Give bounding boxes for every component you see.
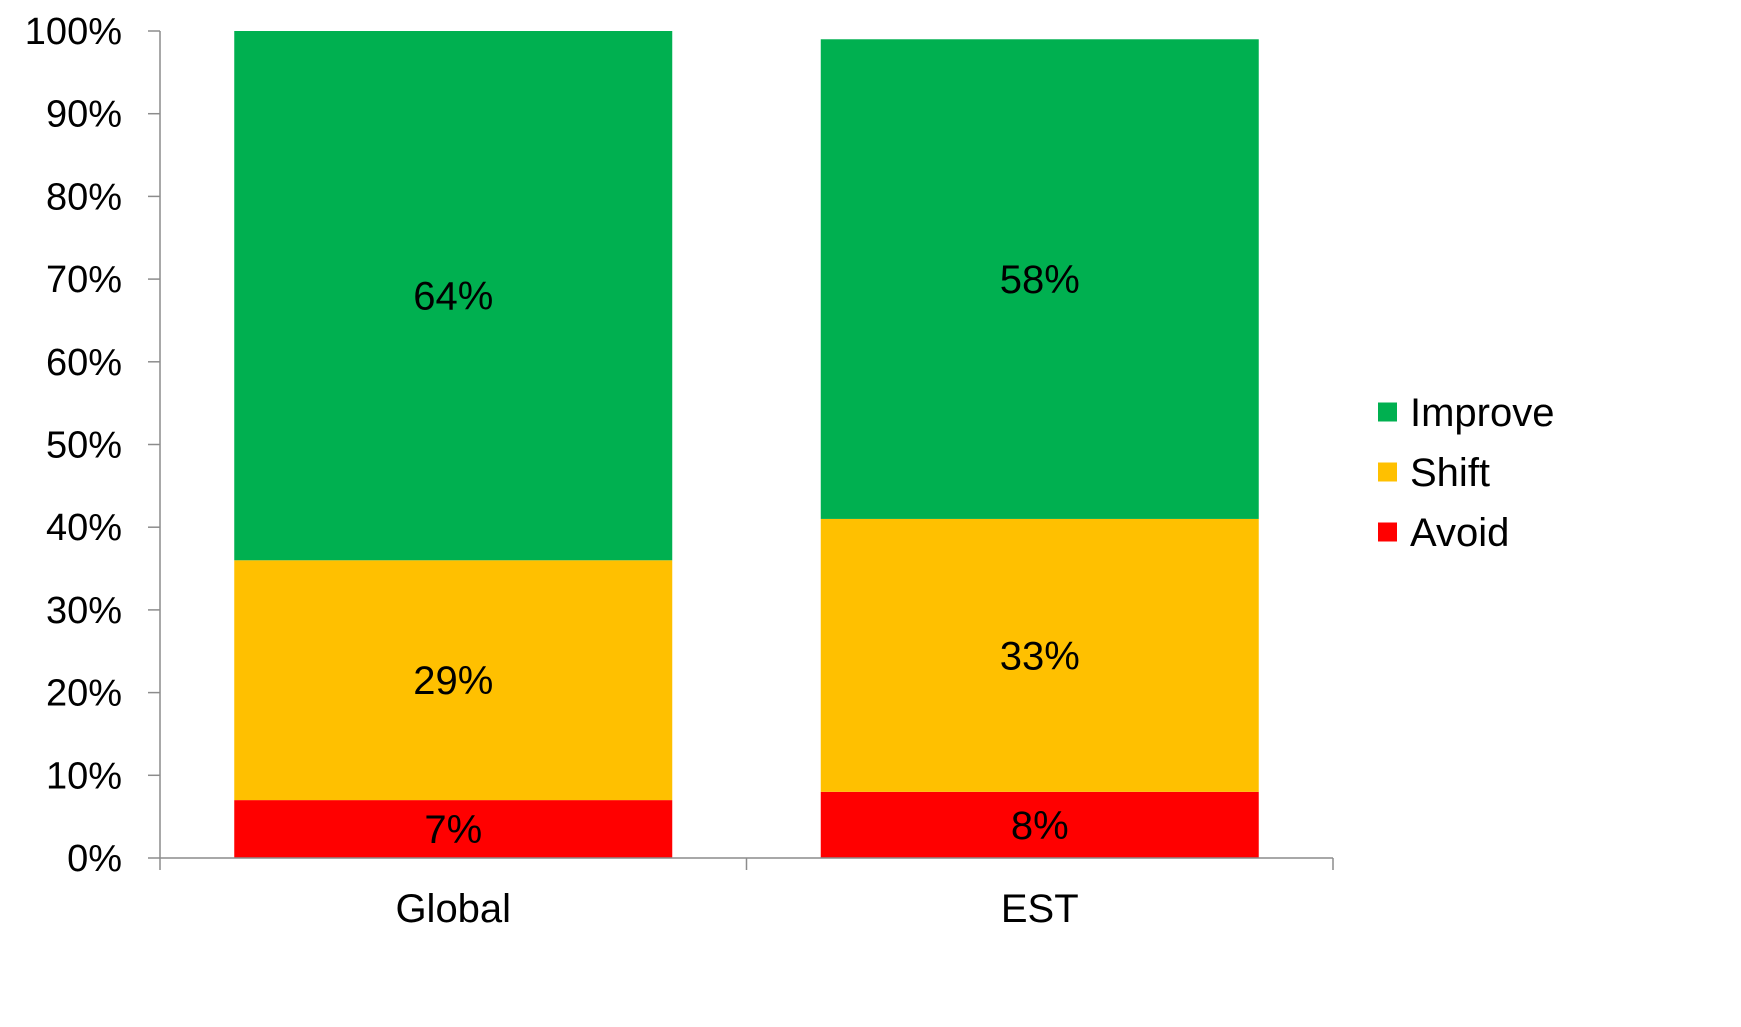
bar-segment-shift-est xyxy=(820,518,1259,792)
y-tick-label: 40% xyxy=(46,507,122,549)
y-tick-label: 80% xyxy=(46,176,122,218)
legend-swatch xyxy=(1378,402,1397,422)
data-labels-layer: 7% 29% 64% 8% 33% 58% xyxy=(413,258,1080,852)
y-tick-label: 70% xyxy=(46,259,122,301)
data-label-avoid-est: 8% xyxy=(1011,804,1069,848)
data-label-improve-global: 64% xyxy=(413,275,493,319)
bar-segment-avoid-est xyxy=(820,791,1259,858)
data-label-shift-est: 33% xyxy=(1000,634,1080,678)
y-tick-label: 20% xyxy=(46,673,122,715)
y-tick-label: 50% xyxy=(46,425,122,467)
y-tick-label: 10% xyxy=(46,755,122,797)
legend-label: Avoid xyxy=(1410,511,1509,555)
y-tick-label: 90% xyxy=(46,94,122,136)
y-tick-label: 100% xyxy=(25,11,122,53)
legend-swatch xyxy=(1378,522,1397,542)
bar-segment-shift-global xyxy=(234,560,673,801)
bars-layer xyxy=(234,31,1259,858)
data-label-avoid-global: 7% xyxy=(424,808,482,852)
y-axis-ticks: 0% 10% 20% 30% 40% 50% 60% 70% 80% 90% 100% xyxy=(25,11,160,880)
bar-segment-improve-global xyxy=(234,31,673,561)
legend-item-shift: Shift xyxy=(1378,451,1490,495)
x-axis-labels: Global EST xyxy=(159,858,1334,931)
bar-segment-avoid-global xyxy=(234,800,673,858)
x-category-label: Global xyxy=(395,887,511,931)
data-label-improve-est: 58% xyxy=(1000,258,1080,302)
y-tick-label: 0% xyxy=(67,838,122,880)
x-category-label: EST xyxy=(1001,887,1079,931)
y-tick-label: 60% xyxy=(46,342,122,384)
legend-label: Shift xyxy=(1410,451,1490,495)
legend-swatch xyxy=(1378,462,1397,482)
legend: Improve Shift Avoid xyxy=(1378,391,1555,555)
bar-segment-improve-est xyxy=(820,39,1259,519)
legend-item-improve: Improve xyxy=(1378,391,1555,435)
y-tick-label: 30% xyxy=(46,590,122,632)
legend-label: Improve xyxy=(1410,391,1555,435)
data-label-shift-global: 29% xyxy=(413,659,493,703)
legend-item-avoid: Avoid xyxy=(1378,511,1509,555)
